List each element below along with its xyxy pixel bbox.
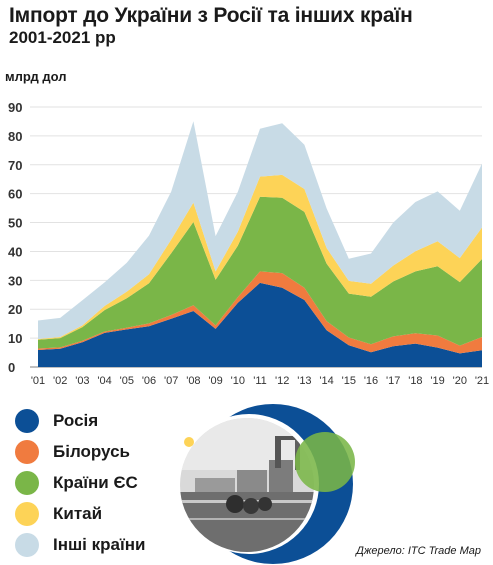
y-tick-label: 70 [8,158,22,173]
legend-swatch-china [15,502,39,526]
x-tick-label: '09 [208,375,222,387]
x-tick-label: '19 [430,375,444,387]
y-tick-label: 10 [8,331,22,346]
port-illustration [179,404,355,564]
chart-areas [38,121,482,367]
legend-label-china: Китай [53,504,103,523]
green-circle-shape [295,432,355,492]
yellow-dot-shape [184,437,194,447]
area-series-2 [38,196,482,349]
legend-label-other: Інші країни [53,535,146,554]
x-tick-label: '02 [53,375,67,387]
chart-title: Імпорт до України з Росії та інших країн [9,4,413,27]
legend-label-russia: Росія [53,411,99,430]
legend-swatch-russia [15,409,39,433]
y-tick-label: 30 [8,273,22,288]
stacked-area-chart: 0 10 20 30 40 50 60 70 80 90 '01 '02 '03 '04 '05 '06 '07… [8,100,489,387]
x-tick-label: '12 [275,375,289,387]
area-series-1 [38,271,482,354]
x-tick-label: '08 [186,375,200,387]
x-tick-label: '01 [31,375,45,387]
legend-swatch-other [15,533,39,557]
x-tick-label: '07 [164,375,178,387]
x-tick-label: '18 [408,375,422,387]
y-tick-label: 40 [8,244,22,259]
legend-swatch-eu [15,471,39,495]
legend-label-eu: Країни ЄС [53,473,138,492]
legend-swatch-belarus [15,440,39,464]
source-note: Джерело: ITC Trade Map [356,545,481,557]
y-tick-label: 60 [8,187,22,202]
x-tick-label: '13 [297,375,311,387]
y-tick-label: 50 [8,216,22,231]
y-axis-unit-label: млрд дол [5,69,67,84]
x-tick-label: '11 [253,375,267,387]
legend-item-china: Китай [15,499,185,529]
y-tick-label: 90 [8,100,22,115]
y-tick-label: 80 [8,129,22,144]
legend-item-eu: Країни ЄС [15,468,185,498]
x-tick-label: '21 [475,375,489,387]
x-tick-label: '15 [342,375,356,387]
axis-ticks: 0 10 20 30 40 50 60 70 80 90 '01 '02 '03 '04 '05 '06 '07… [8,100,489,387]
x-tick-label: '10 [231,375,245,387]
legend-item-russia: Росія [15,406,185,436]
legend-label-belarus: Білорусь [53,442,130,461]
area-series-4 [38,121,482,339]
x-tick-label: '05 [120,375,134,387]
x-tick-label: '14 [319,375,333,387]
area-series-0 [38,282,482,367]
y-tick-label: 0 [8,360,15,375]
chart-subtitle: 2001-2021 рр [9,28,116,47]
y-tick-label: 20 [8,302,22,317]
legend-item-other: Інші країни [15,530,185,560]
x-tick-label: '03 [75,375,89,387]
x-tick-label: '06 [142,375,156,387]
x-tick-label: '16 [364,375,378,387]
x-tick-label: '17 [386,375,400,387]
x-tick-label: '20 [453,375,467,387]
legend-item-belarus: Білорусь [15,437,185,467]
x-tick-label: '04 [97,375,111,387]
